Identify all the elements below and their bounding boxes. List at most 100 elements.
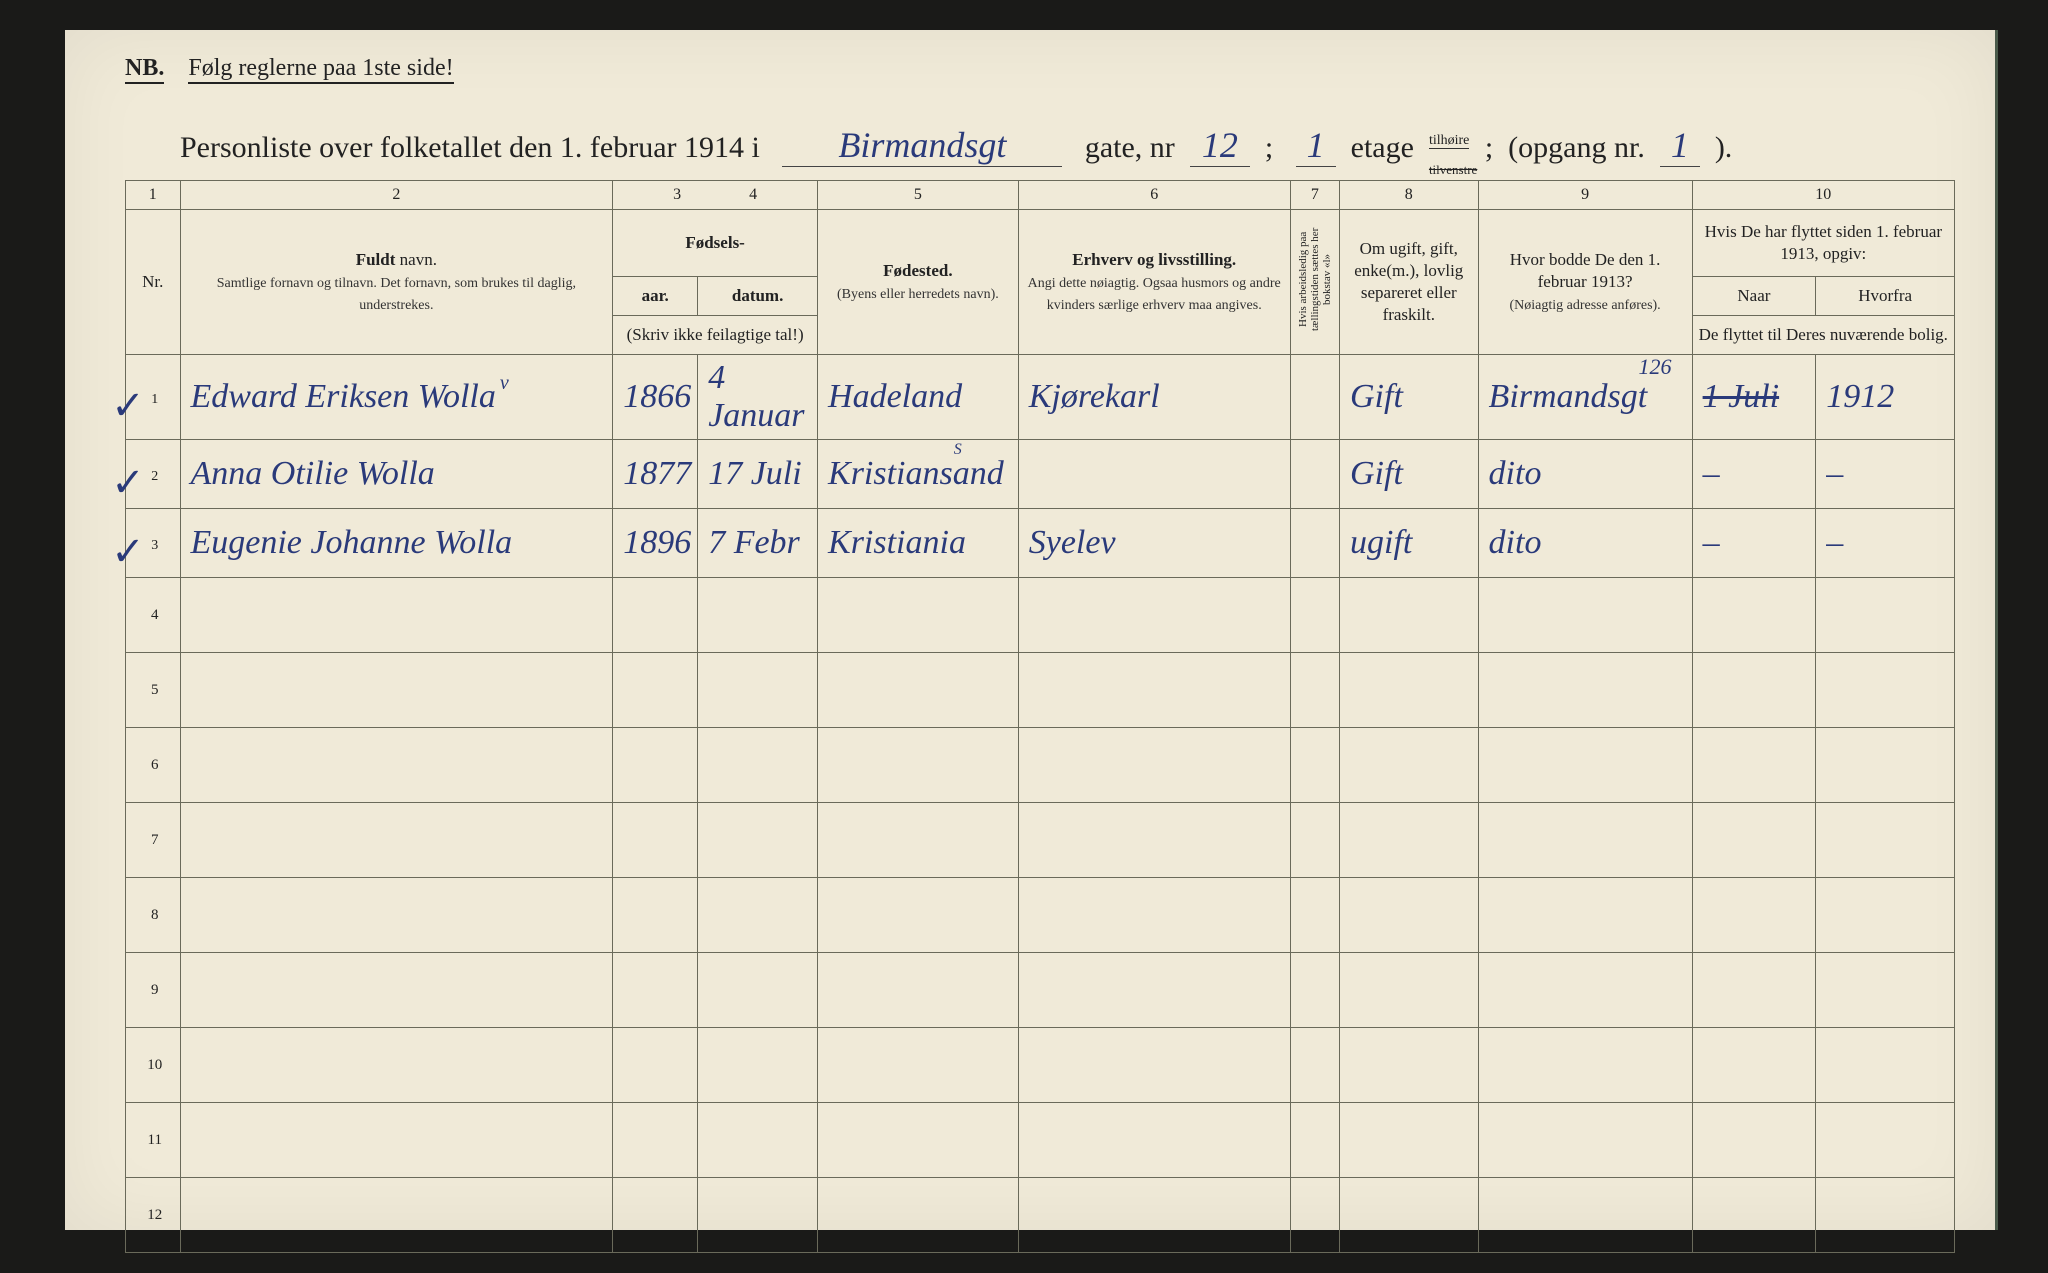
naar-cell: – [1692, 509, 1816, 578]
empty-cell [818, 953, 1019, 1028]
marital-status: ugift [1350, 524, 1412, 561]
birth-date: 17 Juli [708, 455, 801, 492]
moved-when: – [1703, 524, 1720, 561]
empty-cell [1340, 953, 1479, 1028]
address-cell: dito [1478, 509, 1692, 578]
column-number-row: 1 2 3 4 5 6 7 8 9 10 [126, 181, 1955, 210]
table-row: ✓3Eugenie Johanne Wolla18967 FebrKristia… [126, 509, 1955, 578]
row-nr: 10 [126, 1028, 181, 1103]
table-row-empty: 8 [126, 878, 1955, 953]
checkmark-icon: ✓ [111, 528, 145, 575]
header-col9: Hvor bodde De den 1. februar 1913? (Nøia… [1478, 210, 1692, 355]
empty-cell [613, 578, 698, 653]
row-nr: 11 [126, 1103, 181, 1178]
empty-cell [698, 878, 818, 953]
row-nr: 8 [126, 878, 181, 953]
empty-cell [1816, 653, 1955, 728]
empty-cell [1478, 578, 1692, 653]
opgang-label: (opgang nr. [1508, 131, 1645, 164]
semicolon-2: ; [1485, 131, 1493, 164]
empty-cell [818, 728, 1019, 803]
empty-cell [180, 578, 613, 653]
marital-cell: ugift [1340, 509, 1479, 578]
empty-cell [1018, 953, 1290, 1028]
empty-cell [1340, 653, 1479, 728]
birth-year: 1877 [623, 455, 691, 492]
empty-cell [1290, 953, 1339, 1028]
empty-cell [1692, 653, 1816, 728]
table-row: ✓1Edward Eriksen Wollav 18664 Januar Hadel… [126, 355, 1955, 440]
empty-cell [613, 728, 698, 803]
empty-cell [613, 1028, 698, 1103]
row-nr: ✓1 [126, 355, 181, 440]
birth-date: 7 Febr [708, 524, 800, 561]
etage-label: etage [1351, 131, 1414, 164]
empty-cell [1692, 1028, 1816, 1103]
year-cell: 1866 [613, 355, 698, 440]
name-cell: Edward Eriksen Wollav [180, 355, 613, 440]
empty-cell [1290, 1028, 1339, 1103]
table-row-empty: 11 [126, 1103, 1955, 1178]
empty-cell [180, 1028, 613, 1103]
empty-cell [1290, 803, 1339, 878]
empty-cell [1290, 1178, 1339, 1253]
empty-cell [1290, 578, 1339, 653]
empty-cell [1478, 1178, 1692, 1253]
empty-cell [613, 953, 698, 1028]
empty-cell [1018, 728, 1290, 803]
table-row-empty: 7 [126, 803, 1955, 878]
empty-cell [1340, 803, 1479, 878]
header-fodsels: Fødsels- [613, 210, 818, 277]
nb-text: Følg reglerne paa 1ste side! [188, 55, 453, 84]
birth-year: 1896 [623, 524, 691, 561]
header-col7: Hvis arbeidsledig paa tællingstiden sætt… [1290, 210, 1339, 355]
empty-cell [1692, 878, 1816, 953]
date-cell: 7 Febr [698, 509, 818, 578]
annotation-126: 126 [1639, 354, 1672, 380]
col7-cell [1290, 509, 1339, 578]
etage-nr-handwritten: 1 [1296, 124, 1336, 167]
marital-status: Gift [1350, 378, 1403, 415]
empty-cell [1018, 1178, 1290, 1253]
empty-cell [613, 1103, 698, 1178]
occupation: Kjørekarl [1029, 378, 1160, 415]
address-cell: 126Birmandsgt [1478, 355, 1692, 440]
empty-cell [1478, 653, 1692, 728]
occupation-cell [1018, 440, 1290, 509]
hvorfra-cell: – [1816, 440, 1955, 509]
empty-cell [698, 1178, 818, 1253]
empty-cell [818, 878, 1019, 953]
row-nr: 5 [126, 653, 181, 728]
header-erhverv: Erhverv og livsstilling. Angi dette nøia… [1018, 210, 1290, 355]
gate-label: gate, nr [1085, 131, 1175, 164]
birth-year: 1866 [623, 378, 691, 415]
empty-cell [1816, 1178, 1955, 1253]
empty-cell [180, 953, 613, 1028]
empty-cell [1478, 1028, 1692, 1103]
empty-cell [1478, 728, 1692, 803]
birthplace: Kristiania [828, 524, 966, 561]
close-paren: ). [1715, 131, 1733, 164]
table-row-empty: 4 [126, 578, 1955, 653]
address-1913: dito [1489, 455, 1542, 492]
table-row-empty: 9 [126, 953, 1955, 1028]
opgang-nr-handwritten: 1 [1660, 124, 1700, 167]
empty-cell [180, 1103, 613, 1178]
empty-cell [1290, 878, 1339, 953]
empty-cell [818, 803, 1019, 878]
empty-cell [1816, 803, 1955, 878]
moved-from: 1912 [1826, 378, 1894, 415]
col7-cell [1290, 440, 1339, 509]
census-form-page: NB. Følg reglerne paa 1ste side! Personl… [65, 30, 1998, 1230]
empty-cell [1816, 1103, 1955, 1178]
empty-cell [613, 878, 698, 953]
empty-cell [698, 803, 818, 878]
empty-cell [818, 1028, 1019, 1103]
occupation-cell: Syelev [1018, 509, 1290, 578]
birthplace: KristiansandS [828, 455, 1012, 492]
row-nr: 7 [126, 803, 181, 878]
birthplace: Hadeland [828, 378, 962, 415]
empty-cell [180, 728, 613, 803]
empty-cell [180, 1178, 613, 1253]
date-cell: 4 Januar [698, 355, 818, 440]
